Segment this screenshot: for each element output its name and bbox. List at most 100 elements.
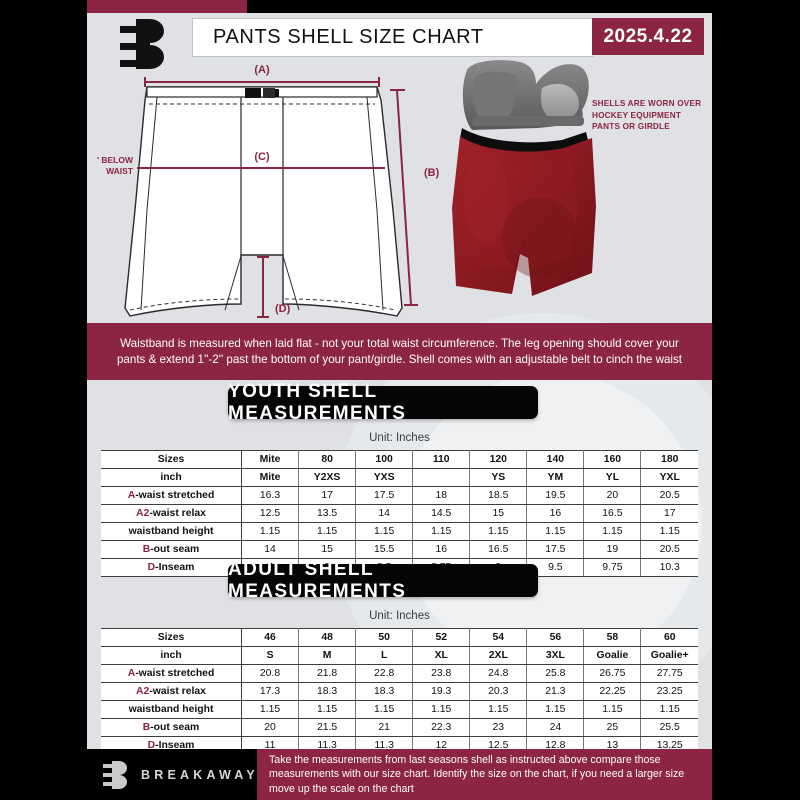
label-d: (D) bbox=[275, 303, 291, 315]
table-cell: 80 bbox=[298, 450, 357, 469]
table-row: A-waist stretched 16.3 17 17.5 18 18.5 19.5 20 2… bbox=[101, 486, 698, 505]
adult-section-title: ADULT SHELL MEASUREMENTS bbox=[228, 558, 407, 602]
table-cell: 1.15 bbox=[412, 700, 471, 719]
footer-brand: BREAKAWAY bbox=[87, 749, 257, 800]
table-cell: 20 bbox=[241, 718, 300, 737]
table-cell: 19.5 bbox=[526, 486, 585, 505]
row-label-text: -out seam bbox=[150, 544, 200, 555]
table-row: B-out seam 14 15 15.5 16 16.5 17.5 19 20.5 bbox=[101, 540, 698, 559]
table-cell: 23.25 bbox=[640, 682, 698, 701]
table-cell: 23.8 bbox=[412, 664, 471, 683]
table-cell bbox=[412, 468, 471, 487]
side-note-text: SHELLS ARE WORN OVER HOCKEY EQUIPMENT PA… bbox=[592, 99, 702, 131]
table-cell: 1.15 bbox=[583, 522, 642, 541]
label-a: (A) bbox=[254, 64, 270, 76]
table-cell: 18.3 bbox=[298, 682, 357, 701]
table-row: inch Mite Y2XS YXS YS YM YL YXL bbox=[101, 468, 698, 487]
youth-section-header: YOUTH SHELL MEASUREMENTS bbox=[228, 381, 538, 424]
table-cell: 13 bbox=[583, 736, 642, 749]
table-row: Sizes Mite 80 100 110 120 140 160 180 bbox=[101, 450, 698, 469]
table-row: waistband height 1.15 1.15 1.15 1.15 1.15 1.15… bbox=[101, 700, 698, 719]
table-cell: 18.3 bbox=[355, 682, 414, 701]
shell-product-photo bbox=[432, 58, 617, 318]
table-cell: 14 bbox=[241, 540, 300, 559]
adult-measurements-table: Sizes 46 48 50 52 54 56 58 60 inch S M L XL 2XL 3XL Goal… bbox=[101, 628, 698, 749]
table-cell: 24.8 bbox=[469, 664, 528, 683]
table-cell: 100 bbox=[355, 450, 414, 469]
table-cell: 21.8 bbox=[298, 664, 357, 683]
table-cell: L bbox=[355, 646, 414, 665]
table-cell: YXS bbox=[355, 468, 414, 487]
table-cell: 140 bbox=[526, 450, 585, 469]
table-cell: 13.25 bbox=[640, 736, 698, 749]
table-cell: 14.5 bbox=[412, 504, 471, 523]
table-cell: 1.15 bbox=[355, 522, 414, 541]
table-cell: 22.3 bbox=[412, 718, 471, 737]
table-cell: 20 bbox=[583, 486, 642, 505]
table-cell: 15.5 bbox=[355, 540, 414, 559]
table-cell: 18 bbox=[412, 486, 471, 505]
table-cell: 18.5 bbox=[469, 486, 528, 505]
row-label: Sizes bbox=[101, 450, 242, 469]
table-cell: 22.8 bbox=[355, 664, 414, 683]
table-cell: 26.75 bbox=[583, 664, 642, 683]
table-cell: Goalie bbox=[583, 646, 642, 665]
table-row: A-waist stretched 20.8 21.8 22.8 23.8 24.8 25.… bbox=[101, 664, 698, 683]
table-cell: 16.5 bbox=[469, 540, 528, 559]
footer-instruction-text: Take the measurements from last seasons … bbox=[269, 754, 685, 795]
table-cell: Mite bbox=[241, 450, 300, 469]
label-below-waist-line2: WAIST bbox=[106, 166, 134, 176]
table-cell: 15 bbox=[469, 504, 528, 523]
table-cell: 11.3 bbox=[298, 736, 357, 749]
table-cell: YXL bbox=[640, 468, 698, 487]
measurement-diagram-section: (A) bbox=[87, 60, 712, 325]
youth-unit-label: Unit: Inches bbox=[369, 432, 430, 444]
table-cell: 17 bbox=[640, 504, 698, 523]
page-footer: BREAKAWAY Take the measurements from las… bbox=[0, 749, 800, 800]
table-cell: YL bbox=[583, 468, 642, 487]
row-label-accent: A bbox=[127, 490, 136, 501]
table-row: A2-waist relax 17.3 18.3 18.3 19.3 20.3 21.3 22… bbox=[101, 682, 698, 701]
revision-date-badge: 2025.4.22 bbox=[592, 18, 704, 55]
row-label-text: -waist stretched bbox=[135, 668, 215, 679]
table-cell: 25.8 bbox=[526, 664, 585, 683]
table-cell: 25 bbox=[583, 718, 642, 737]
table-cell: 17 bbox=[298, 486, 357, 505]
table-cell: 16 bbox=[526, 504, 585, 523]
row-label: A-waist stretched bbox=[101, 486, 242, 505]
table-cell: 110 bbox=[412, 450, 471, 469]
table-cell: M bbox=[298, 646, 357, 665]
revision-date-text: 2025.4.22 bbox=[603, 25, 693, 47]
label-below-waist-line1: 7'' BELOW bbox=[97, 155, 134, 165]
adult-section-header: ADULT SHELL MEASUREMENTS bbox=[228, 559, 538, 602]
table-cell: 180 bbox=[640, 450, 698, 469]
table-cell: 25.5 bbox=[640, 718, 698, 737]
table-cell: 19.3 bbox=[412, 682, 471, 701]
table-cell: 17.5 bbox=[526, 540, 585, 559]
table-cell: 10.3 bbox=[640, 558, 698, 577]
footer-brand-name: BREAKAWAY bbox=[141, 767, 259, 782]
brand-b-logo-icon bbox=[112, 15, 172, 73]
table-cell: 46 bbox=[241, 628, 300, 647]
table-cell: 9.75 bbox=[583, 558, 642, 577]
table-cell: 21 bbox=[355, 718, 414, 737]
table-cell: 11 bbox=[241, 736, 300, 749]
table-cell: 12.5 bbox=[469, 736, 528, 749]
table-cell: 20.3 bbox=[469, 682, 528, 701]
table-cell: 13.5 bbox=[298, 504, 357, 523]
table-cell: 48 bbox=[298, 628, 357, 647]
table-cell: 17.3 bbox=[241, 682, 300, 701]
table-cell: YM bbox=[526, 468, 585, 487]
table-row: waistband height 1.15 1.15 1.15 1.15 1.15 1.15… bbox=[101, 522, 698, 541]
table-row: B-out seam 20 21.5 21 22.3 23 24 25 25.5 bbox=[101, 718, 698, 737]
table-cell: 3XL bbox=[526, 646, 585, 665]
table-cell: 1.15 bbox=[469, 522, 528, 541]
table-cell: 12.5 bbox=[241, 504, 300, 523]
table-cell: 50 bbox=[355, 628, 414, 647]
table-cell: XL bbox=[412, 646, 471, 665]
table-cell: 12.8 bbox=[526, 736, 585, 749]
table-cell: Mite bbox=[241, 468, 300, 487]
table-cell: Goalie+ bbox=[640, 646, 698, 665]
table-row: Sizes 46 48 50 52 54 56 58 60 bbox=[101, 628, 698, 647]
table-cell: 1.15 bbox=[241, 522, 300, 541]
